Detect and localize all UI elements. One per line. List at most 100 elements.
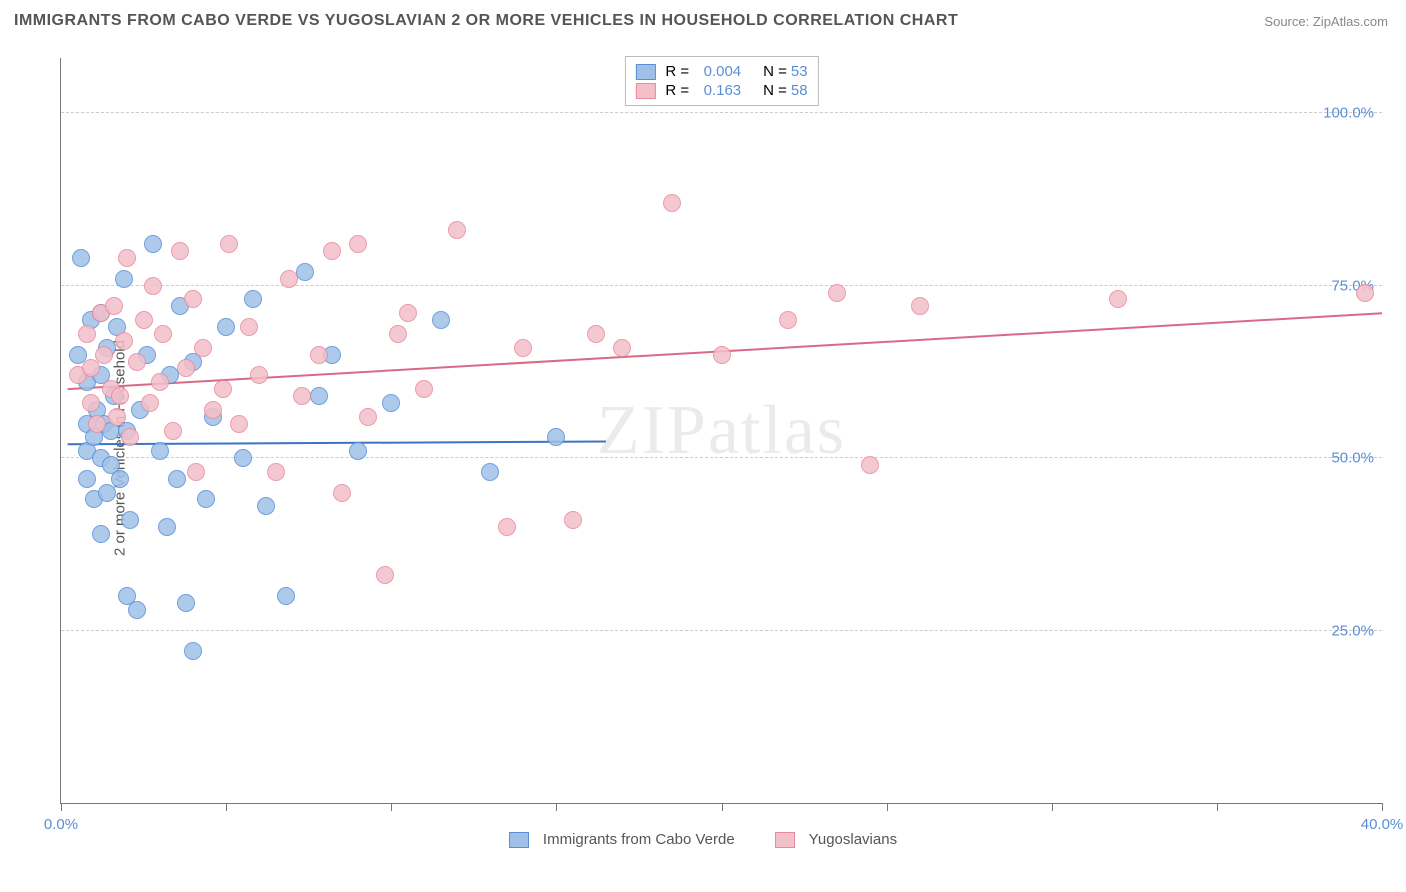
xtick xyxy=(1382,803,1383,811)
scatter-point xyxy=(111,470,129,488)
scatter-point xyxy=(250,366,268,384)
swatch-yugo xyxy=(775,832,795,848)
scatter-point xyxy=(481,463,499,481)
correlation-legend-box: R = 0.004 N = 53 R = 0.163 N = 58 xyxy=(624,56,818,106)
scatter-point xyxy=(240,318,258,336)
scatter-point xyxy=(171,242,189,260)
xtick xyxy=(722,803,723,811)
xtick xyxy=(1052,803,1053,811)
scatter-point xyxy=(293,387,311,405)
scatter-point xyxy=(713,346,731,364)
xtick xyxy=(61,803,62,811)
scatter-point xyxy=(220,235,238,253)
scatter-point xyxy=(135,311,153,329)
scatter-point xyxy=(382,394,400,412)
scatter-point xyxy=(376,566,394,584)
trend-line xyxy=(68,442,606,445)
source-label: Source: xyxy=(1264,14,1309,29)
scatter-point xyxy=(779,311,797,329)
n-label: N = xyxy=(763,82,787,99)
chart-container: 2 or more Vehicles in Household ZIPatlas… xyxy=(14,42,1392,854)
n-label: N = xyxy=(763,63,787,80)
scatter-point xyxy=(197,490,215,508)
chart-title: IMMIGRANTS FROM CABO VERDE VS YUGOSLAVIA… xyxy=(14,12,958,30)
n-value: 58 xyxy=(791,82,808,99)
scatter-point xyxy=(244,290,262,308)
scatter-point xyxy=(214,380,232,398)
xtick xyxy=(1217,803,1218,811)
scatter-point xyxy=(184,642,202,660)
scatter-point xyxy=(115,270,133,288)
scatter-point xyxy=(108,408,126,426)
scatter-point xyxy=(432,311,450,329)
scatter-point xyxy=(333,484,351,502)
scatter-point xyxy=(310,387,328,405)
ytick-label: 100.0% xyxy=(1323,105,1374,122)
scatter-point xyxy=(296,263,314,281)
scatter-point xyxy=(115,332,133,350)
legend-item-cabo: Immigrants from Cabo Verde xyxy=(509,831,735,848)
scatter-point xyxy=(121,428,139,446)
scatter-point xyxy=(72,249,90,267)
plot-area: ZIPatlas R = 0.004 N = 53 R = 0.163 N = … xyxy=(60,58,1382,804)
scatter-point xyxy=(310,346,328,364)
scatter-point xyxy=(187,463,205,481)
scatter-point xyxy=(323,242,341,260)
scatter-point xyxy=(128,353,146,371)
scatter-point xyxy=(128,601,146,619)
gridline-h xyxy=(61,630,1382,631)
scatter-point xyxy=(217,318,235,336)
swatch-cabo xyxy=(635,64,655,80)
scatter-point xyxy=(1356,284,1374,302)
xtick xyxy=(887,803,888,811)
legend-item-yugo: Yugoslavians xyxy=(775,831,897,848)
scatter-point xyxy=(257,497,275,515)
scatter-point xyxy=(82,359,100,377)
scatter-point xyxy=(399,304,417,322)
scatter-point xyxy=(280,270,298,288)
scatter-point xyxy=(121,511,139,529)
scatter-point xyxy=(230,415,248,433)
r-value: 0.004 xyxy=(693,63,741,80)
scatter-point xyxy=(88,415,106,433)
scatter-point xyxy=(118,249,136,267)
scatter-point xyxy=(448,221,466,239)
swatch-cabo xyxy=(509,832,529,848)
ytick-label: 25.0% xyxy=(1331,622,1374,639)
scatter-point xyxy=(92,525,110,543)
scatter-point xyxy=(144,277,162,295)
r-value: 0.163 xyxy=(693,82,741,99)
scatter-point xyxy=(389,325,407,343)
scatter-point xyxy=(105,297,123,315)
scatter-point xyxy=(78,325,96,343)
gridline-h xyxy=(61,457,1382,458)
scatter-point xyxy=(547,428,565,446)
swatch-yugo xyxy=(635,83,655,99)
watermark: ZIPatlas xyxy=(597,391,846,471)
scatter-point xyxy=(177,359,195,377)
scatter-point xyxy=(415,380,433,398)
r-label: R = xyxy=(665,82,689,99)
scatter-point xyxy=(164,422,182,440)
scatter-point xyxy=(151,442,169,460)
scatter-point xyxy=(514,339,532,357)
scatter-point xyxy=(587,325,605,343)
scatter-point xyxy=(861,456,879,474)
xtick xyxy=(391,803,392,811)
legend-row-cabo: R = 0.004 N = 53 xyxy=(635,63,807,80)
scatter-point xyxy=(663,194,681,212)
scatter-point xyxy=(613,339,631,357)
scatter-point xyxy=(277,587,295,605)
n-value: 53 xyxy=(791,63,808,80)
scatter-point xyxy=(1109,290,1127,308)
scatter-point xyxy=(498,518,516,536)
bottom-legend: Immigrants from Cabo Verde Yugoslavians xyxy=(14,831,1392,848)
scatter-point xyxy=(177,594,195,612)
r-label: R = xyxy=(665,63,689,80)
xtick xyxy=(556,803,557,811)
scatter-point xyxy=(349,442,367,460)
scatter-point xyxy=(204,401,222,419)
scatter-point xyxy=(82,394,100,412)
ytick-label: 50.0% xyxy=(1331,450,1374,467)
scatter-point xyxy=(234,449,252,467)
